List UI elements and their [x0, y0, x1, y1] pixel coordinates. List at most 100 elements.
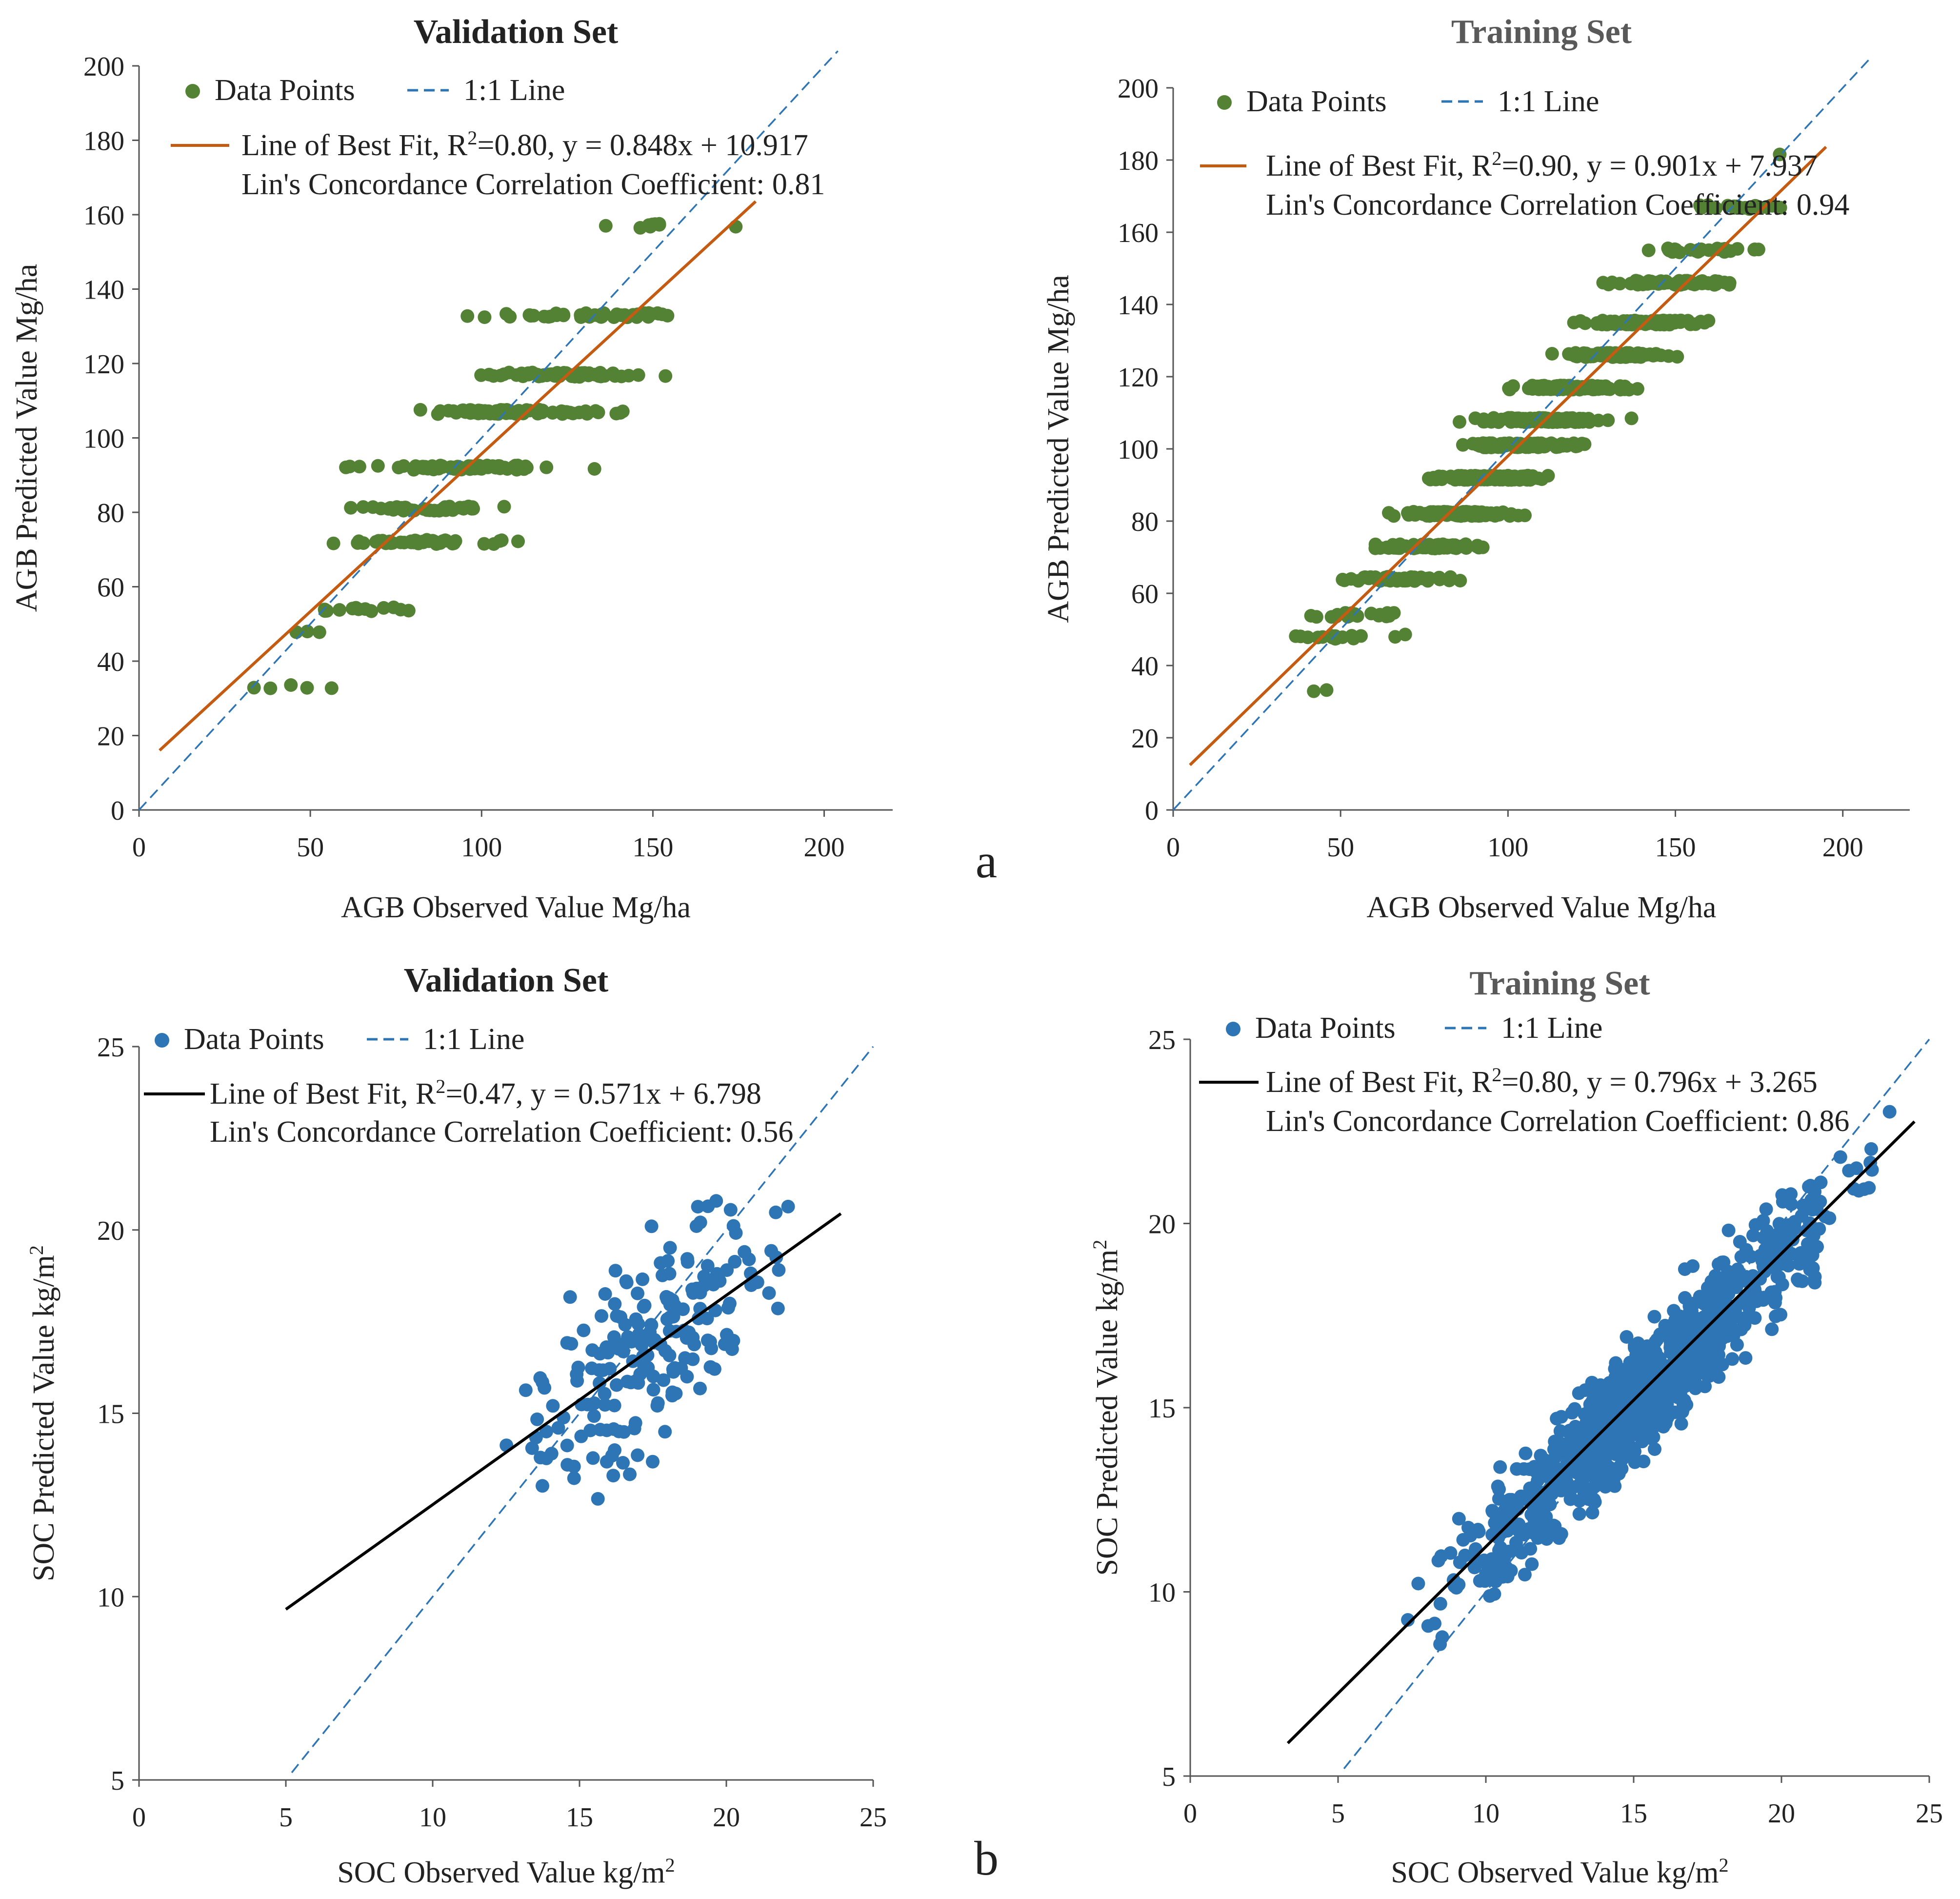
- data-point: [595, 1309, 608, 1323]
- data-point: [1810, 1240, 1824, 1254]
- data-point: [1759, 1202, 1773, 1216]
- chart-title: Training Set: [1451, 13, 1632, 51]
- data-point: [533, 1371, 547, 1385]
- data-point: [1324, 610, 1339, 624]
- data-point: [1852, 1184, 1866, 1198]
- data-point: [1492, 472, 1506, 486]
- x-tick-label: 0: [132, 1802, 146, 1833]
- data-point: [1304, 609, 1318, 623]
- data-point: [460, 309, 475, 323]
- data-point: [1573, 314, 1587, 328]
- best-fit-line: [1189, 145, 1827, 767]
- y-tick-label: 10: [1148, 1578, 1176, 1608]
- data-point: [1579, 414, 1593, 428]
- data-point: [1787, 1219, 1801, 1233]
- data-point: [563, 405, 577, 420]
- data-point: [1648, 1442, 1661, 1456]
- data-point: [1467, 1560, 1481, 1575]
- x-tick-label: 10: [1472, 1798, 1500, 1829]
- data-point: [656, 1268, 669, 1282]
- data-point: [1523, 437, 1538, 451]
- data-point: [1794, 1246, 1808, 1260]
- data-point: [1550, 1412, 1564, 1426]
- data-point: [530, 1412, 544, 1426]
- data-point: [660, 1293, 674, 1307]
- y-tick-label: 20: [97, 722, 124, 752]
- y-tick-label: 80: [1131, 507, 1159, 537]
- data-point: [680, 1255, 695, 1269]
- data-point: [1401, 1613, 1415, 1627]
- data-point: [519, 1383, 533, 1397]
- y-tick-label: 140: [83, 275, 124, 305]
- data-point: [1519, 1446, 1533, 1460]
- data-point: [352, 534, 366, 548]
- data-point: [1756, 1250, 1770, 1264]
- best-fit-line: [285, 1212, 842, 1611]
- data-point: [1454, 539, 1468, 553]
- data-point: [1698, 1379, 1712, 1394]
- identity-line: [1343, 1038, 1930, 1769]
- data-point: [356, 500, 370, 514]
- y-tick-label: 200: [83, 52, 124, 82]
- data-point: [493, 534, 507, 548]
- data-point: [764, 1244, 778, 1258]
- data-point: [1590, 1452, 1604, 1466]
- data-point: [263, 681, 278, 695]
- data-point: [1746, 1228, 1760, 1242]
- data-point: [364, 604, 379, 618]
- data-point: [1502, 1544, 1516, 1558]
- data-point: [1662, 1373, 1677, 1387]
- data-point: [1775, 1277, 1789, 1292]
- data-points: [247, 217, 743, 695]
- data-point: [686, 1352, 700, 1366]
- data-point: [687, 1337, 701, 1352]
- y-tick-label: 15: [97, 1399, 124, 1430]
- data-point: [1576, 1475, 1589, 1489]
- data-point: [377, 601, 391, 615]
- data-point: [614, 1337, 628, 1352]
- x-tick-label: 100: [461, 832, 502, 863]
- data-point: [1570, 439, 1584, 453]
- data-point: [1706, 1363, 1720, 1377]
- data-point: [1563, 1485, 1577, 1499]
- data-point: [1723, 244, 1738, 258]
- data-point: [1803, 1263, 1817, 1276]
- y-tick-label: 180: [83, 126, 124, 157]
- data-point: [1434, 1549, 1448, 1563]
- data-point: [689, 1219, 703, 1233]
- data-point: [598, 1287, 612, 1301]
- data-point: [1538, 1491, 1552, 1505]
- data-point: [1518, 508, 1532, 523]
- legend-fit-label: Line of Best Fit, R2=0.80, y = 0.796x + …: [1266, 1064, 1818, 1099]
- data-point: [638, 1298, 652, 1313]
- legend-point-marker: [185, 84, 200, 99]
- data-point: [1523, 473, 1537, 487]
- data-point: [560, 1336, 574, 1350]
- data-point: [494, 368, 508, 383]
- data-point: [1401, 506, 1415, 520]
- data-point: [1519, 412, 1533, 426]
- data-point: [1471, 437, 1485, 451]
- data-point: [1388, 630, 1402, 644]
- x-tick-label: 0: [1166, 832, 1180, 863]
- data-point: [600, 1340, 614, 1354]
- data-point: [1569, 1463, 1583, 1477]
- data-point: [680, 1370, 694, 1384]
- y-tick-label: 0: [1145, 796, 1159, 826]
- data-point: [1373, 541, 1387, 555]
- data-point: [1641, 243, 1656, 258]
- data-point: [1530, 380, 1544, 394]
- data-point: [1776, 1194, 1790, 1209]
- data-point: [631, 368, 645, 382]
- data-point: [422, 503, 437, 517]
- data-point: [1646, 1390, 1660, 1404]
- data-point: [623, 1467, 637, 1481]
- data-point: [646, 1383, 660, 1397]
- data-point: [349, 601, 363, 615]
- data-point: [592, 369, 606, 383]
- data-point: [1736, 1294, 1750, 1309]
- y-tick-label: 100: [1118, 435, 1159, 465]
- chart-agb_train: Training Set 0 20 40 60 80 100 120 140 160 180 200 0…: [1042, 13, 1910, 924]
- data-point: [1470, 539, 1484, 553]
